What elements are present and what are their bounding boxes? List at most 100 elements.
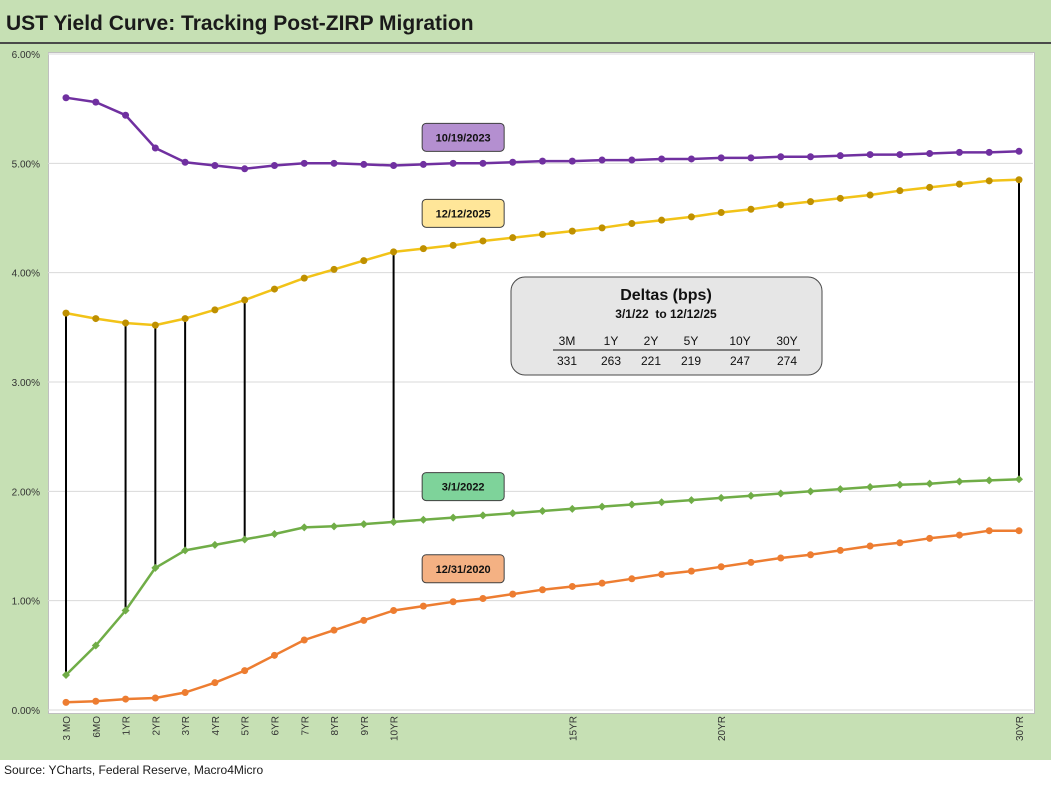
x-tick-label: 5YR bbox=[241, 716, 252, 735]
data-point bbox=[449, 598, 457, 606]
data-point bbox=[270, 651, 278, 659]
data-point bbox=[807, 153, 815, 161]
data-point bbox=[628, 219, 636, 227]
data-point bbox=[330, 159, 338, 167]
data-point bbox=[687, 213, 695, 221]
data-point bbox=[151, 321, 159, 329]
deltas-value: 263 bbox=[601, 354, 621, 368]
data-point bbox=[568, 227, 576, 235]
y-tick-label: 5.00% bbox=[12, 159, 40, 170]
series-tag: 10/19/2023 bbox=[421, 122, 505, 152]
data-point bbox=[91, 641, 100, 650]
data-point bbox=[538, 507, 547, 516]
data-point bbox=[628, 575, 636, 583]
data-point bbox=[717, 154, 725, 162]
data-point bbox=[836, 152, 844, 160]
series-group bbox=[62, 94, 1023, 706]
data-point bbox=[955, 477, 964, 486]
data-point bbox=[866, 151, 874, 159]
y-tick-label: 1.00% bbox=[12, 597, 40, 608]
yield-curve-chart: 0.00% 1.00% 2.00% 3.00% 4.00% 5.00% 6.00% 3 MO… bbox=[12, 50, 1033, 741]
data-point bbox=[270, 285, 278, 293]
delta-lines bbox=[65, 179, 1020, 676]
data-point bbox=[806, 487, 815, 496]
data-point bbox=[360, 257, 368, 265]
data-point bbox=[151, 563, 160, 572]
data-point bbox=[479, 594, 487, 602]
data-point bbox=[985, 148, 993, 156]
data-point bbox=[866, 482, 875, 491]
data-point bbox=[955, 148, 963, 156]
series-tag: 12/12/2025 bbox=[421, 198, 505, 228]
series-tag-bg bbox=[421, 122, 505, 152]
data-point bbox=[687, 567, 695, 575]
data-point bbox=[62, 671, 70, 680]
series-tag-label: 12/12/2025 bbox=[436, 208, 491, 220]
data-point bbox=[181, 546, 190, 555]
x-tick-label: 7YR bbox=[300, 716, 311, 735]
data-point bbox=[687, 155, 695, 163]
series-tag: 3/1/2022 bbox=[421, 472, 505, 502]
x-tick-label: 9YR bbox=[360, 716, 371, 735]
data-point bbox=[836, 485, 845, 494]
data-point bbox=[598, 502, 607, 511]
data-point bbox=[658, 155, 666, 163]
data-point bbox=[747, 154, 755, 162]
data-point bbox=[241, 667, 249, 675]
data-point bbox=[568, 504, 577, 513]
data-point bbox=[151, 144, 159, 152]
data-point bbox=[746, 491, 755, 500]
series-tag-bg bbox=[421, 472, 505, 502]
data-point bbox=[330, 522, 339, 531]
series-12/31/2020 bbox=[62, 527, 1023, 706]
data-point bbox=[211, 679, 219, 687]
data-point bbox=[717, 493, 726, 502]
data-point bbox=[926, 149, 934, 157]
x-tick-label: 10YR bbox=[390, 716, 401, 741]
data-point bbox=[419, 245, 427, 253]
data-point bbox=[419, 160, 427, 168]
deltas-header: 30Y bbox=[776, 334, 797, 348]
deltas-header: 1Y bbox=[604, 334, 619, 348]
data-point bbox=[359, 520, 368, 529]
data-point bbox=[62, 698, 70, 706]
series-line bbox=[65, 529, 1019, 704]
deltas-value: 221 bbox=[641, 354, 661, 368]
x-tick-label: 6MO bbox=[92, 716, 103, 738]
data-point bbox=[896, 187, 904, 195]
data-point bbox=[509, 590, 517, 598]
data-point bbox=[866, 191, 874, 199]
data-point bbox=[92, 315, 100, 323]
deltas-header: 10Y bbox=[729, 334, 750, 348]
data-point bbox=[508, 509, 517, 518]
data-point bbox=[389, 517, 398, 526]
y-tick-label: 6.00% bbox=[12, 50, 40, 61]
data-point bbox=[777, 554, 785, 562]
data-point bbox=[627, 500, 636, 509]
x-tick-label: 3YR bbox=[181, 716, 192, 735]
data-point bbox=[658, 570, 666, 578]
title-divider bbox=[0, 42, 1051, 44]
series-tag-label: 12/31/2020 bbox=[436, 564, 491, 576]
data-point bbox=[449, 159, 457, 167]
data-point bbox=[270, 162, 278, 170]
data-point bbox=[330, 265, 338, 273]
data-point bbox=[777, 153, 785, 161]
data-point bbox=[509, 158, 517, 166]
data-point bbox=[181, 158, 189, 166]
data-point bbox=[419, 602, 427, 610]
data-point bbox=[658, 216, 666, 224]
series-tag: 12/31/2020 bbox=[421, 554, 505, 584]
data-point bbox=[657, 498, 666, 507]
data-point bbox=[62, 94, 70, 102]
y-tick-label: 4.00% bbox=[12, 269, 40, 280]
data-point bbox=[122, 695, 130, 703]
deltas-table: 3M 1Y 2Y 5Y 10Y 30Y 331 263 221 219 247 274 bbox=[553, 334, 800, 368]
deltas-header: 2Y bbox=[644, 334, 659, 348]
x-tick-label: 6YR bbox=[270, 716, 281, 735]
deltas-title: Deltas (bps) bbox=[620, 287, 712, 304]
data-point bbox=[479, 159, 487, 167]
data-point bbox=[449, 241, 457, 249]
data-point bbox=[300, 636, 308, 644]
y-tick-label: 3.00% bbox=[12, 378, 40, 389]
